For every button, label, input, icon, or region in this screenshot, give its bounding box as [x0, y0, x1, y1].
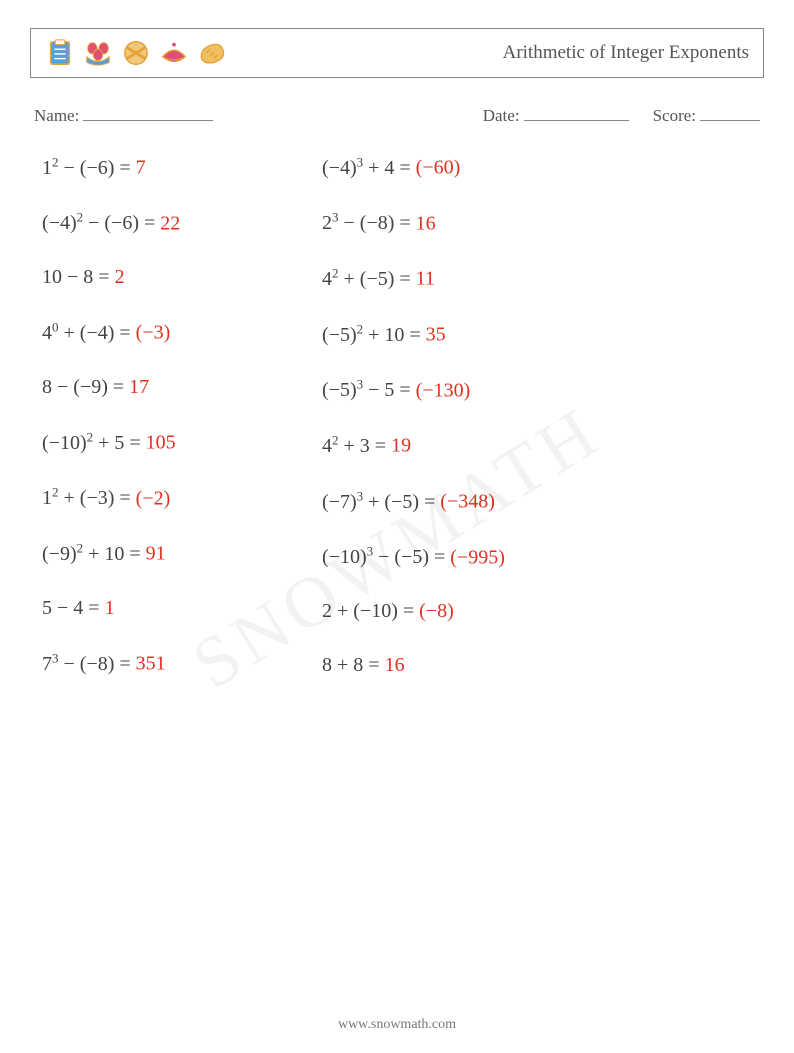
problem: 12 − (−6) = 7: [42, 154, 322, 180]
header-icons: [45, 38, 227, 68]
problem-expression: 8 + 8 =: [322, 654, 385, 676]
clipboard-icon: [45, 38, 75, 68]
score-field: Score:: [653, 106, 760, 126]
problem: 12 + (−3) = (−2): [42, 485, 322, 511]
problem-answer: 22: [160, 212, 180, 234]
problem: (−4)3 + 4 = (−60): [322, 154, 602, 180]
problem: 42 + (−5) = 11: [322, 265, 602, 291]
problem-answer: (−8): [419, 600, 454, 622]
problem: 10 − 8 = 2: [42, 265, 322, 289]
problem-expression: (−5)2 + 10 =: [322, 324, 426, 346]
problem-expression: 12 − (−6) =: [42, 157, 136, 179]
problem: (−10)3 − (−5) = (−995): [322, 544, 602, 570]
problem-answer: (−995): [450, 546, 505, 568]
worksheet-header: Arithmetic of Integer Exponents: [30, 28, 764, 78]
problem: (−5)2 + 10 = 35: [322, 321, 602, 347]
problem: 8 − (−9) = 17: [42, 375, 322, 399]
problem-expression: 23 − (−8) =: [322, 212, 416, 234]
problem-answer: 35: [426, 324, 446, 346]
problem: 73 − (−8) = 351: [42, 650, 322, 676]
problem: 42 + 3 = 19: [322, 432, 602, 458]
problem-answer: (−348): [440, 491, 495, 513]
eggs-icon: [83, 38, 113, 68]
problem: 8 + 8 = 16: [322, 653, 602, 677]
problem-expression: 12 + (−3) =: [42, 487, 136, 509]
footer-url: www.snowmath.com: [0, 1017, 794, 1033]
problem-answer: 91: [146, 543, 166, 565]
problem-answer: 11: [416, 268, 435, 290]
problem: (−10)2 + 5 = 105: [42, 429, 322, 455]
problem-answer: (−130): [416, 379, 471, 401]
problem-expression: 2 + (−10) =: [322, 600, 419, 622]
problem-answer: 351: [136, 653, 166, 675]
problem: 40 + (−4) = (−3): [42, 319, 322, 345]
date-field: Date:: [483, 106, 629, 126]
problem-expression: 8 − (−9) =: [42, 376, 129, 398]
problem-answer: (−60): [416, 157, 461, 179]
problem-expression: (−9)2 + 10 =: [42, 543, 146, 565]
problem-expression: (−4)3 + 4 =: [322, 157, 416, 179]
problem-expression: 5 − 4 =: [42, 597, 105, 619]
problem-answer: 16: [385, 654, 405, 676]
problem-expression: (−4)2 − (−6) =: [42, 212, 160, 234]
problem-answer: (−2): [136, 487, 171, 509]
problem: 5 − 4 = 1: [42, 596, 322, 620]
problem-answer: 16: [416, 212, 436, 234]
problems-col-right: (−4)3 + 4 = (−60) 23 − (−8) = 16 42 + (−5)…: [322, 154, 602, 707]
problem-answer: (−3): [136, 322, 171, 344]
problem-expression: 42 + (−5) =: [322, 268, 416, 290]
pie-icon: [159, 38, 189, 68]
name-label: Name:: [34, 106, 79, 125]
problem-expression: 73 − (−8) =: [42, 653, 136, 675]
problem-expression: 40 + (−4) =: [42, 322, 136, 344]
problem-expression: 10 − 8 =: [42, 266, 115, 288]
info-row: Name: Date: Score:: [30, 106, 764, 126]
cookie-icon: [121, 38, 151, 68]
problem-answer: 7: [136, 157, 146, 179]
problem-answer: 17: [129, 376, 149, 398]
problem-expression: (−10)3 − (−5) =: [322, 546, 450, 568]
problem-expression: (−10)2 + 5 =: [42, 432, 146, 454]
problem: (−4)2 − (−6) = 22: [42, 210, 322, 236]
problem-expression: 42 + 3 =: [322, 435, 391, 457]
worksheet-title: Arithmetic of Integer Exponents: [503, 42, 749, 64]
problem-answer: 105: [146, 432, 176, 454]
problem-expression: (−5)3 − 5 =: [322, 379, 416, 401]
problem: (−7)3 + (−5) = (−348): [322, 488, 602, 514]
problems-col-left: 12 − (−6) = 7 (−4)2 − (−6) = 22 10 − 8 = 2…: [42, 154, 322, 707]
score-label: Score:: [653, 106, 696, 125]
problem: 2 + (−10) = (−8): [322, 599, 602, 623]
problem: (−5)3 − 5 = (−130): [322, 377, 602, 403]
date-label: Date:: [483, 106, 520, 125]
bread-icon: [197, 38, 227, 68]
problem: 23 − (−8) = 16: [322, 210, 602, 236]
problem-answer: 19: [391, 435, 411, 457]
problem-answer: 1: [105, 597, 115, 619]
name-field: Name:: [34, 106, 213, 126]
problem-expression: (−7)3 + (−5) =: [322, 491, 440, 513]
problems-grid: 12 − (−6) = 7 (−4)2 − (−6) = 22 10 − 8 = 2…: [30, 154, 764, 707]
problem-answer: 2: [115, 266, 125, 288]
problem: (−9)2 + 10 = 91: [42, 540, 322, 566]
